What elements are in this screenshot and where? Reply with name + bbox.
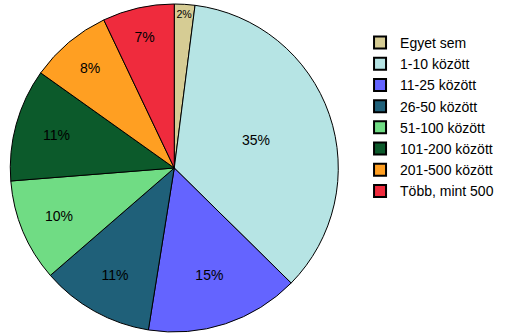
svg-text:Több, mint 500: Több, mint 500 [400,183,494,199]
svg-text:11%: 11% [43,127,70,143]
svg-text:35%: 35% [242,132,270,148]
svg-text:101-200 között: 101-200 között [400,141,493,157]
svg-text:11-25 között: 11-25 között [400,77,476,93]
svg-text:10%: 10% [45,208,73,224]
svg-text:7%: 7% [135,29,155,45]
svg-text:8%: 8% [80,60,100,76]
svg-text:11%: 11% [101,267,128,283]
svg-text:26-50 között: 26-50 között [400,99,477,115]
svg-text:2%: 2% [176,8,192,20]
svg-text:1-10 között: 1-10 között [400,56,469,72]
svg-text:15%: 15% [195,267,223,283]
svg-text:51-100 között: 51-100 között [400,120,485,136]
svg-text:201-500 között: 201-500 között [400,162,493,178]
svg-text:Egyet sem: Egyet sem [400,35,466,51]
